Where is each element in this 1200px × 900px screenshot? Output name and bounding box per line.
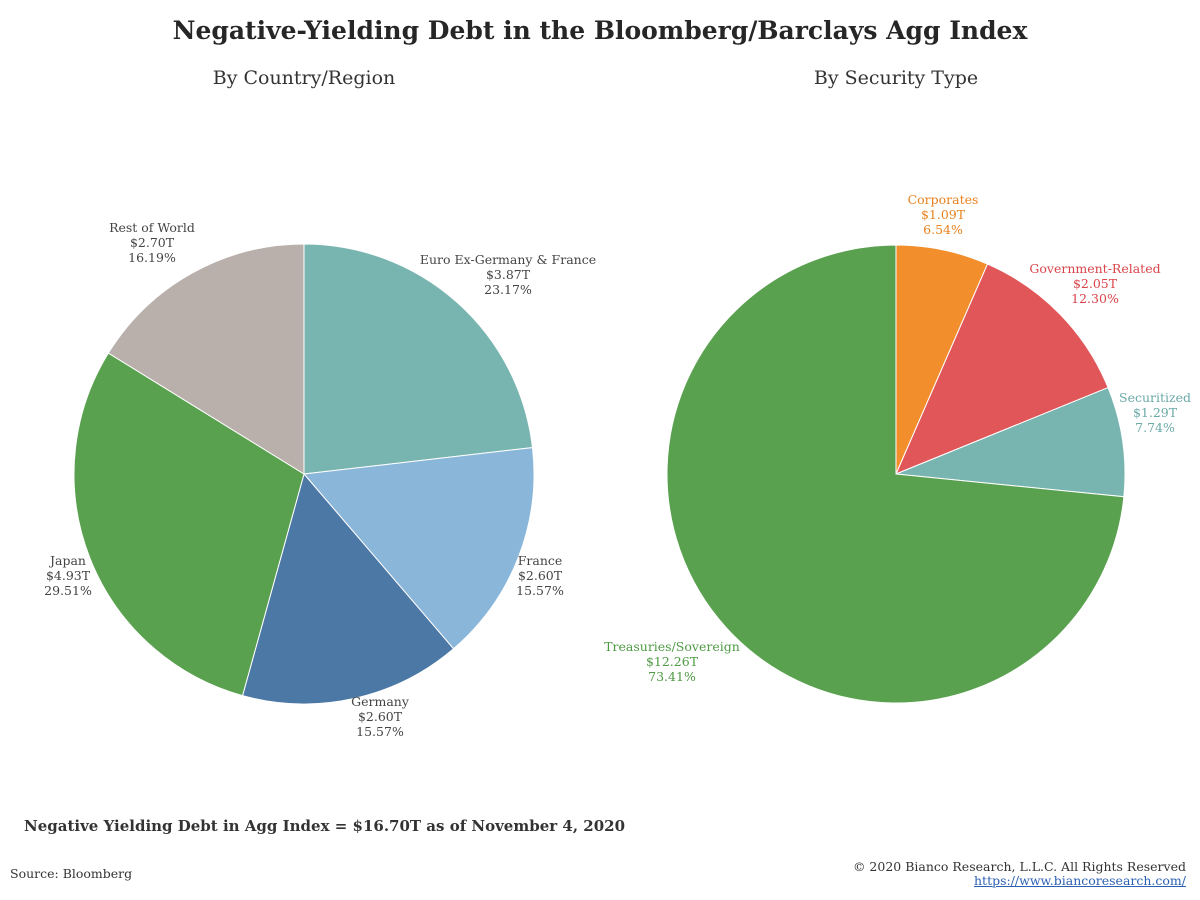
slice-name-securitized: Securitized xyxy=(1119,390,1191,405)
slice-amount-japan: $4.93T xyxy=(46,568,91,583)
slice-name-treasuries-sovereign: Treasuries/Sovereign xyxy=(604,639,740,654)
slice-pct-rest-of-world: 16.19% xyxy=(128,250,176,265)
slice-amount-securitized: $1.29T xyxy=(1133,405,1178,420)
slice-pct-france: 15.57% xyxy=(516,583,564,598)
website-link[interactable]: https://www.biancoresearch.com/ xyxy=(974,873,1186,888)
slice-amount-government-related: $2.05T xyxy=(1073,276,1118,291)
slice-government-related xyxy=(895,263,1109,475)
slice-name-government-related: Government-Related xyxy=(1029,261,1160,276)
security-type-pie: Corporates$1.09T6.54%Government-Related$… xyxy=(604,192,1191,704)
slice-amount-germany: $2.60T xyxy=(358,709,403,724)
slice-pct-euro-ex-germany-france: 23.17% xyxy=(484,282,532,297)
slice-pct-government-related: 12.30% xyxy=(1071,291,1119,306)
slice-name-japan: Japan xyxy=(48,553,86,568)
slice-pct-corporates: 6.54% xyxy=(923,222,963,237)
slice-treasuries-sovereign xyxy=(666,244,1125,704)
slice-securitized xyxy=(895,386,1126,498)
slice-pct-treasuries-sovereign: 73.41% xyxy=(648,669,696,684)
slice-amount-euro-ex-germany-france: $3.87T xyxy=(486,267,531,282)
summary-note: Negative Yielding Debt in Agg Index = $1… xyxy=(24,817,626,835)
slice-name-euro-ex-germany-france: Euro Ex-Germany & France xyxy=(420,252,596,267)
security-chart-subtitle: By Security Type xyxy=(813,67,979,89)
slice-pct-japan: 29.51% xyxy=(44,583,92,598)
slice-amount-treasuries-sovereign: $12.26T xyxy=(646,654,699,669)
copyright-note: © 2020 Bianco Research, L.L.C. All Right… xyxy=(852,859,1186,874)
slice-amount-corporates: $1.09T xyxy=(921,207,966,222)
slice-rest-of-world xyxy=(107,243,305,475)
chart-title: Negative-Yielding Debt in the Bloomberg/… xyxy=(172,16,1028,45)
slice-name-corporates: Corporates xyxy=(908,192,979,207)
slice-amount-rest-of-world: $2.70T xyxy=(130,235,175,250)
slice-france xyxy=(303,447,535,650)
slice-euro-ex-germany-france xyxy=(303,243,534,475)
country-chart-subtitle: By Country/Region xyxy=(212,67,396,89)
slice-amount-france: $2.60T xyxy=(518,568,563,583)
slice-name-rest-of-world: Rest of World xyxy=(109,220,195,235)
slice-name-germany: Germany xyxy=(351,694,410,709)
slice-pct-securitized: 7.74% xyxy=(1135,420,1175,435)
source-note: Source: Bloomberg xyxy=(10,866,133,881)
slice-germany xyxy=(241,472,455,705)
slice-pct-germany: 15.57% xyxy=(356,724,404,739)
slice-name-france: France xyxy=(518,553,563,568)
